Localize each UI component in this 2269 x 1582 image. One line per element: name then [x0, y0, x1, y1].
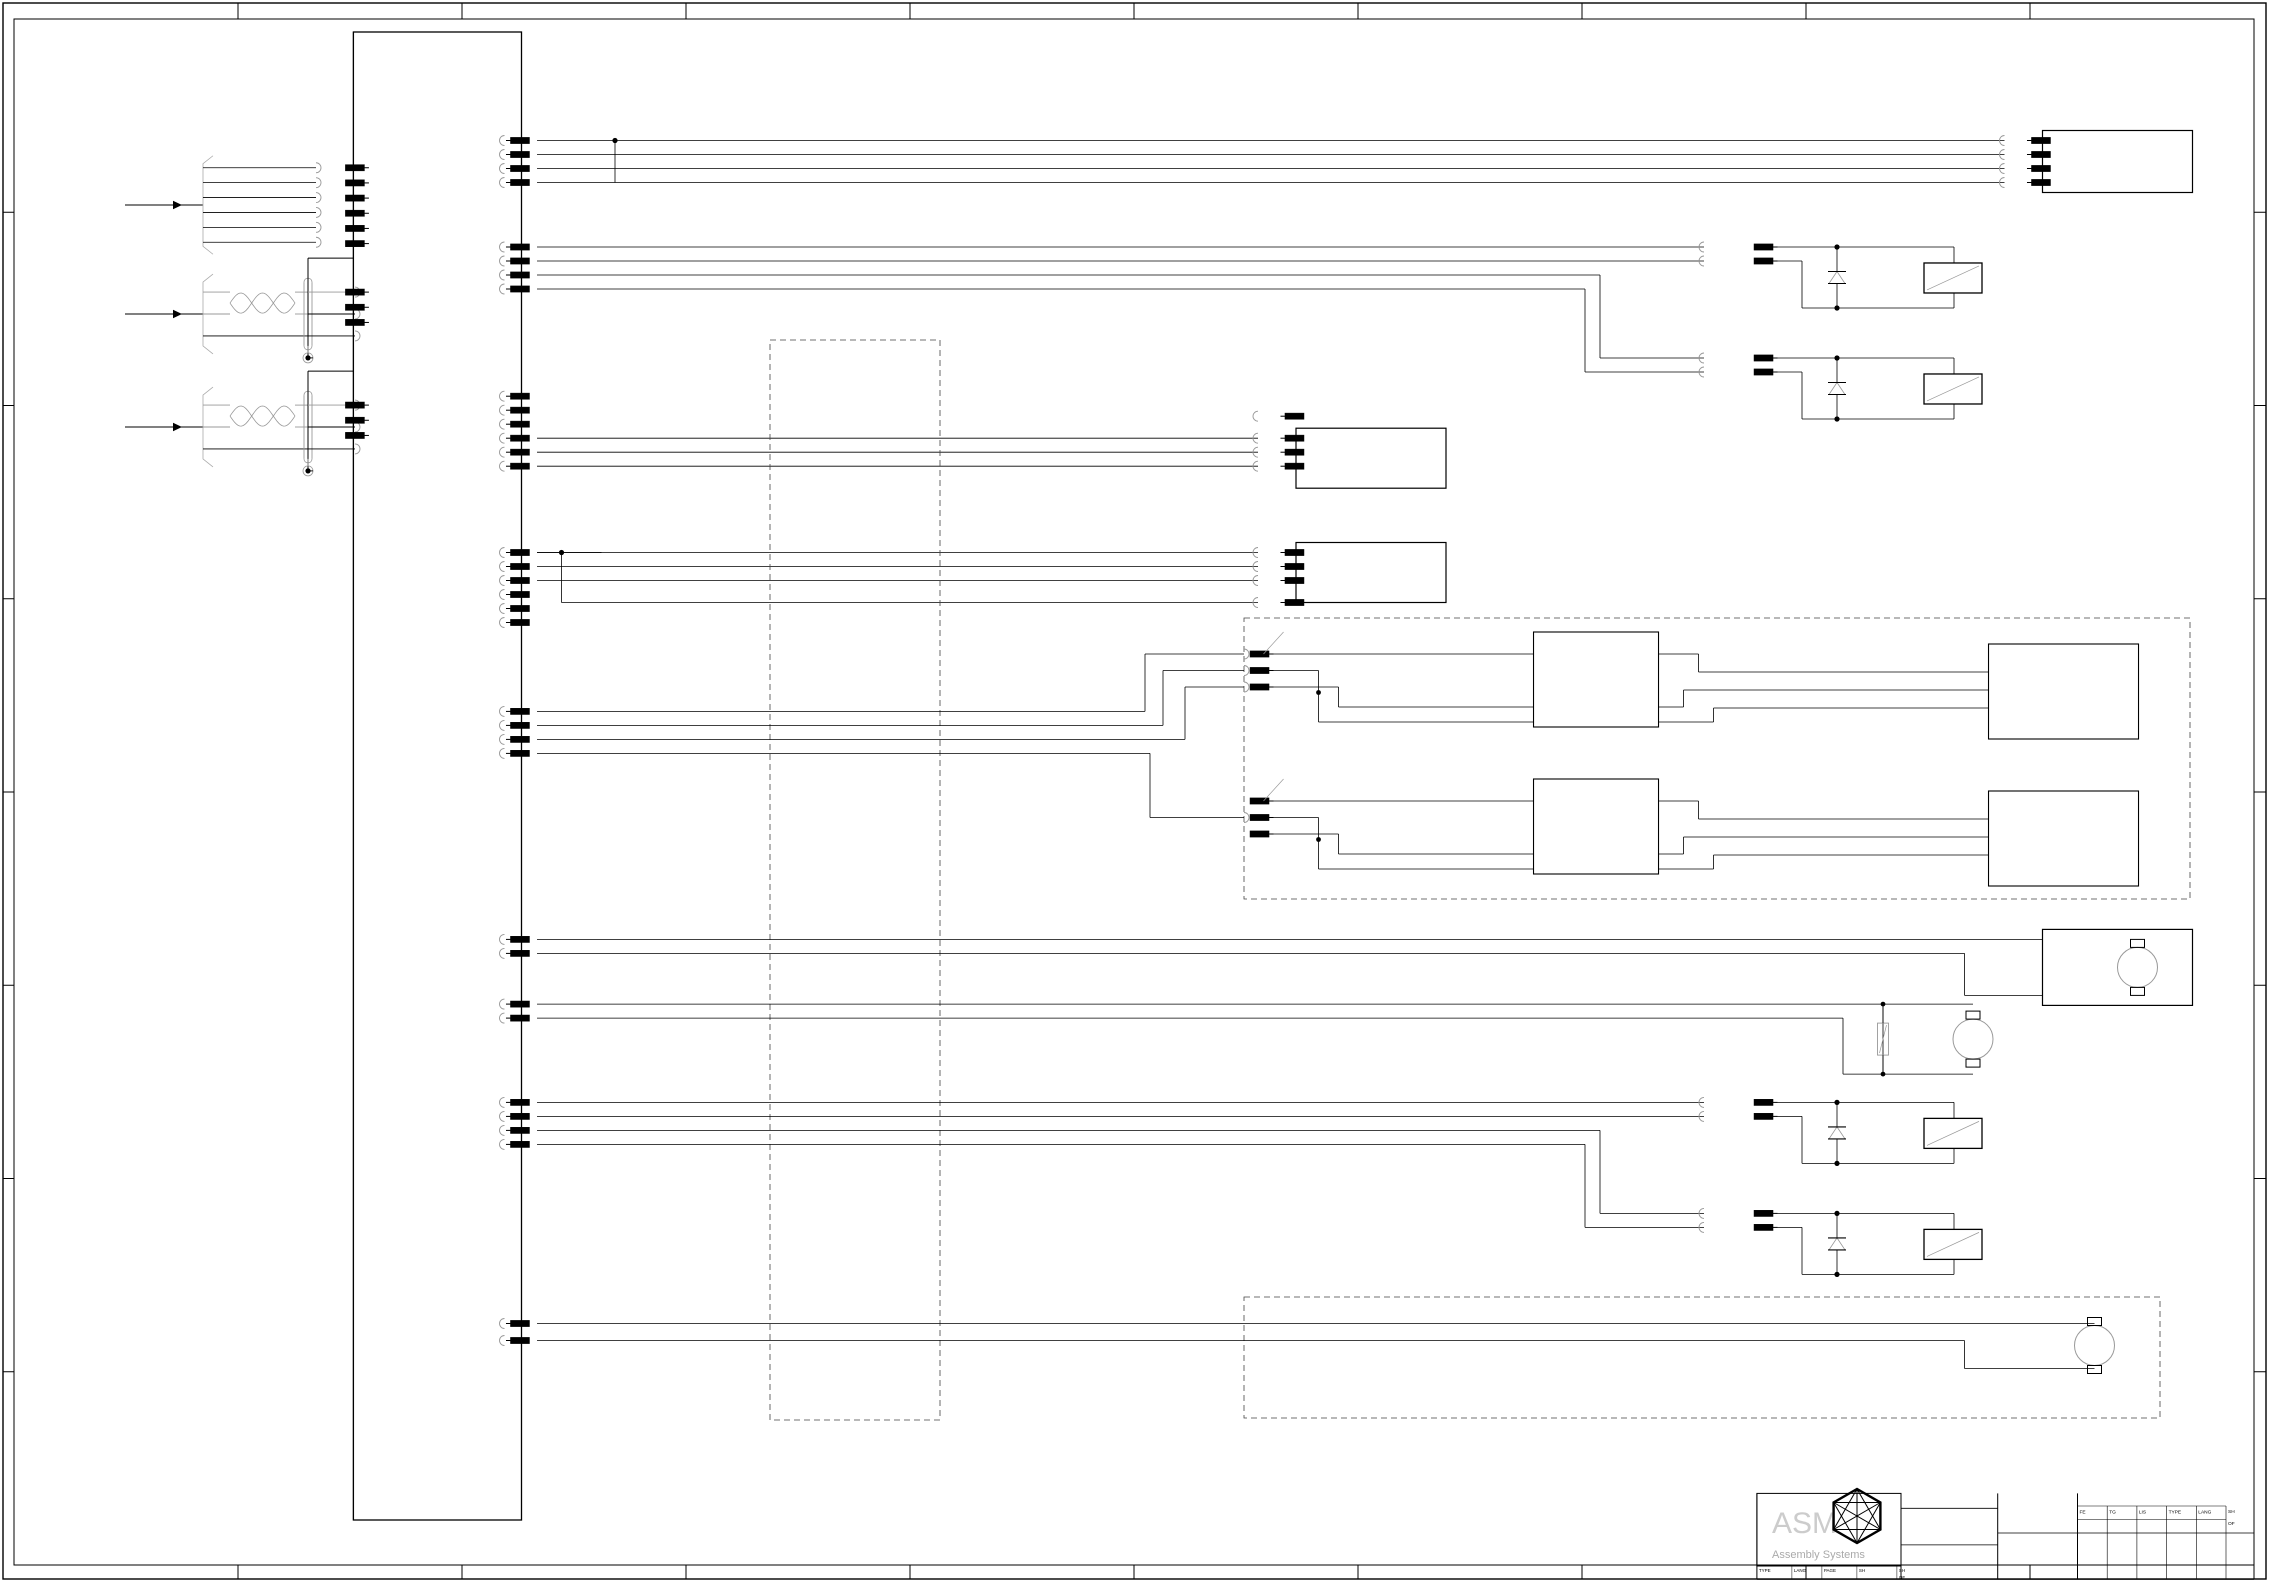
svg-text:ASM: ASM: [1772, 1507, 1837, 1540]
svg-text:LANG: LANG: [2198, 1510, 2211, 1516]
svg-text:LANG: LANG: [1794, 1568, 1807, 1573]
svg-text:SH: SH: [1859, 1568, 1865, 1573]
svg-text:OF: OF: [2228, 1521, 2235, 1527]
svg-text:TYPE: TYPE: [1759, 1568, 1771, 1573]
svg-text:TG: TG: [2109, 1510, 2116, 1516]
svg-text:OF: OF: [1899, 1575, 1906, 1580]
svg-text:SH: SH: [2228, 1509, 2235, 1515]
svg-text:LIS: LIS: [2139, 1510, 2146, 1516]
svg-text:PAGE: PAGE: [1824, 1568, 1836, 1573]
svg-text:TYPE: TYPE: [2169, 1510, 2182, 1516]
svg-text:FE: FE: [2080, 1510, 2086, 1516]
svg-text:SH: SH: [1899, 1568, 1905, 1573]
svg-text:Assembly Systems: Assembly Systems: [1772, 1549, 1865, 1561]
